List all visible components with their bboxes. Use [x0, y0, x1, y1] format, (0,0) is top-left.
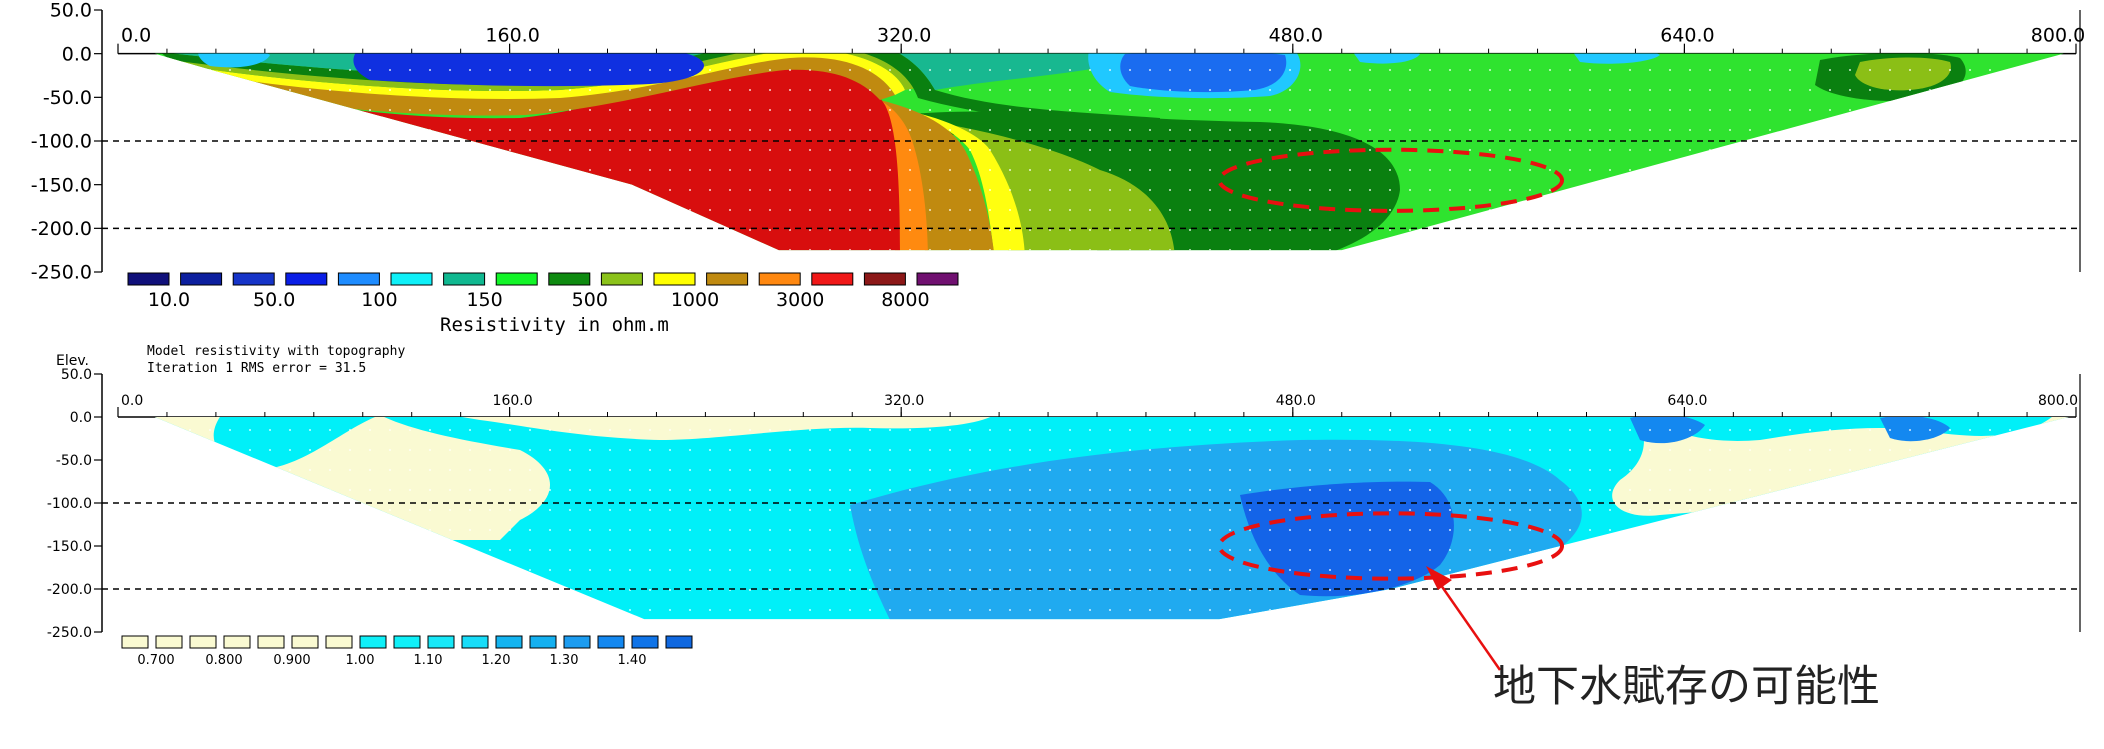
legend-swatch	[495, 635, 523, 649]
legend-swatch	[863, 272, 906, 286]
legend-title: Resistivity in ohm.m	[440, 314, 669, 336]
legend-swatch	[127, 272, 170, 286]
x-tick-label: 160.0	[493, 393, 533, 409]
ratio-panel: Model resistivity with topography Iterat…	[47, 344, 2081, 668]
y-tick-label: -50.0	[43, 87, 92, 109]
legend-swatch	[600, 272, 643, 286]
y-tick-label: 50.0	[50, 0, 92, 22]
legend-label: 3000	[776, 289, 824, 311]
x-tick-label: 640.0	[1660, 25, 1714, 47]
legend-label: 8000	[881, 289, 929, 311]
y-tick-label: -100.0	[31, 131, 92, 153]
legend-label: 1.40	[618, 653, 647, 668]
legend-swatch	[653, 272, 696, 286]
legend-swatch	[548, 272, 591, 286]
legend-swatch	[758, 272, 801, 286]
annotation-arrow	[1434, 577, 1502, 671]
legend-label: 1.30	[550, 653, 579, 668]
y-tick-label: -200.0	[31, 218, 92, 240]
legend-swatch	[665, 635, 693, 649]
y-tick-label: -250.0	[31, 262, 92, 284]
y-tick-label: -250.0	[47, 625, 92, 641]
dot-overlay-bottom	[154, 417, 2069, 620]
legend-swatch	[180, 272, 223, 286]
resistivity-legend: 10.0 50.0 100 150 500 1000 3000 8000	[127, 272, 959, 311]
legend-swatch	[232, 272, 275, 286]
dot-overlay	[154, 53, 2064, 251]
y-tick-label: 0.0	[62, 43, 92, 65]
legend-swatch	[393, 635, 421, 649]
legend-label: 10.0	[148, 289, 190, 311]
legend-swatch	[223, 635, 251, 649]
x-tick-label: 800.0	[2031, 25, 2085, 47]
legend-label: 50.0	[253, 289, 295, 311]
x-tick-label: 0.0	[121, 25, 151, 47]
legend-swatch	[597, 635, 625, 649]
legend-swatch	[390, 272, 433, 286]
highlight-ellipse-top	[1217, 147, 1565, 213]
legend-swatch	[189, 635, 217, 649]
legend-swatch	[443, 272, 486, 286]
legend-label: 1.20	[482, 653, 511, 668]
legend-swatch	[291, 635, 319, 649]
y-tick-label: -100.0	[47, 496, 92, 512]
legend-label: 100	[361, 289, 397, 311]
legend-swatch	[427, 635, 455, 649]
legend-swatch	[285, 272, 328, 286]
annotation-text: 地下水賦存の可能性	[1493, 662, 1880, 712]
legend-swatch	[257, 635, 285, 649]
ratio-legend: 0.700 0.800 0.900 1.00 1.10 1.20 1.30 1.40	[121, 635, 693, 668]
legend-swatch	[631, 635, 659, 649]
y-tick-label: -200.0	[47, 582, 92, 598]
legend-swatch	[529, 635, 557, 649]
y-tick-label: -150.0	[47, 539, 92, 555]
x-tick-label: 480.0	[1269, 25, 1323, 47]
header-line-1: Model resistivity with topography	[147, 344, 405, 359]
x-tick-label: 0.0	[121, 393, 143, 409]
arrow-head-icon	[1426, 566, 1452, 590]
legend-label: 1.00	[346, 653, 375, 668]
y-tick-label: -150.0	[31, 174, 92, 196]
legend-swatch	[359, 635, 387, 649]
legend-swatch	[461, 635, 489, 649]
legend-swatch	[337, 272, 380, 286]
y-tick-label: 50.0	[61, 367, 92, 383]
legend-label: 0.900	[273, 653, 310, 668]
legend-swatch	[121, 635, 149, 649]
legend-label: 1000	[671, 289, 719, 311]
header-line-2: Iteration 1 RMS error = 31.5	[147, 361, 366, 376]
ratio-section	[154, 417, 2069, 620]
highlight-ellipse-bottom	[1217, 511, 1565, 581]
resistivity-section	[154, 53, 2064, 251]
legend-label: 0.700	[137, 653, 174, 668]
x-tick-label: 480.0	[1276, 393, 1316, 409]
x-tick-label: 320.0	[884, 393, 924, 409]
resistivity-panel: 0.0 160.0 320.0 480.0 640.0 800.0 50.0 0.0 -50.0…	[31, 0, 2085, 336]
legend-label: 500	[572, 289, 608, 311]
legend-label: 150	[466, 289, 502, 311]
legend-swatch	[916, 272, 959, 286]
legend-swatch	[325, 635, 353, 649]
y-axis-label: Elev.	[56, 353, 89, 369]
legend-swatch	[706, 272, 749, 286]
y-tick-label: 0.0	[70, 410, 92, 426]
x-tick-label: 800.0	[2038, 393, 2078, 409]
legend-swatch	[155, 635, 183, 649]
legend-label: 1.10	[414, 653, 443, 668]
legend-swatch	[495, 272, 538, 286]
y-tick-label: -50.0	[56, 453, 92, 469]
legend-label: 0.800	[205, 653, 242, 668]
annotation: 地下水賦存の可能性	[1426, 566, 1880, 712]
x-tick-label: 320.0	[877, 25, 931, 47]
x-tick-label: 160.0	[485, 25, 539, 47]
legend-swatch	[563, 635, 591, 649]
x-tick-label: 640.0	[1667, 393, 1707, 409]
legend-swatch	[811, 272, 854, 286]
